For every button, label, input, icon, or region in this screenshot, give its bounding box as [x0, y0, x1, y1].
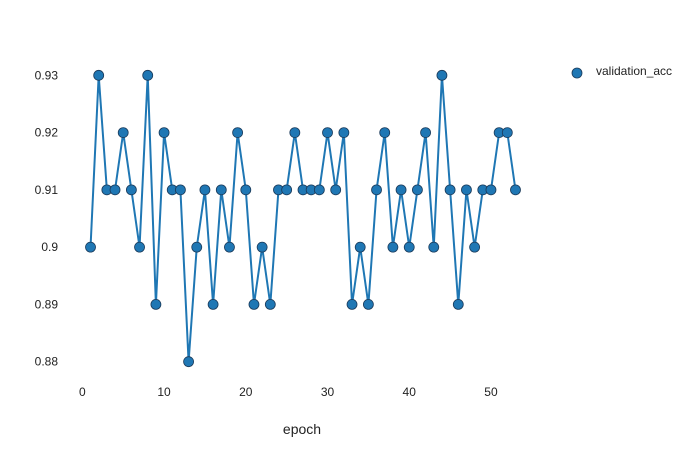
data-point[interactable]: [150, 299, 162, 310]
x-tick-label: 30: [321, 385, 335, 399]
data-point[interactable]: [183, 356, 194, 368]
legend-label-validation-acc: validation_acc: [596, 64, 672, 78]
x-tick-label: 20: [239, 385, 253, 399]
data-point[interactable]: [117, 127, 129, 138]
data-point[interactable]: [461, 184, 472, 196]
series-line-validation-acc: [89, 74, 517, 363]
data-point[interactable]: [322, 127, 333, 138]
x-tick-label: 0: [79, 385, 86, 399]
x-axis-title: epoch: [283, 421, 321, 437]
data-point[interactable]: [485, 184, 497, 196]
data-point[interactable]: [412, 184, 423, 196]
data-point[interactable]: [501, 127, 513, 138]
data-point[interactable]: [330, 184, 342, 196]
plot-area: [85, 69, 521, 368]
x-tick-label: 10: [157, 385, 171, 399]
data-point[interactable]: [354, 241, 366, 253]
data-point[interactable]: [428, 241, 440, 253]
data-point[interactable]: [207, 299, 219, 310]
data-point[interactable]: [240, 184, 252, 196]
y-tick-label: 0.93: [35, 68, 59, 82]
data-point[interactable]: [452, 299, 464, 310]
data-point[interactable]: [215, 184, 227, 196]
data-point[interactable]: [379, 127, 391, 138]
data-point[interactable]: [371, 184, 382, 196]
data-point[interactable]: [338, 127, 350, 138]
data-point[interactable]: [175, 184, 186, 196]
data-point[interactable]: [142, 69, 154, 81]
data-point[interactable]: [289, 127, 301, 138]
data-point[interactable]: [313, 184, 325, 196]
y-tick-label: 0.92: [35, 126, 59, 140]
legend[interactable]: validation_acc: [571, 64, 672, 79]
data-point[interactable]: [109, 184, 121, 196]
data-point[interactable]: [134, 241, 145, 253]
data-point[interactable]: [362, 299, 374, 310]
data-point[interactable]: [125, 184, 137, 196]
data-point[interactable]: [469, 241, 481, 253]
data-point[interactable]: [93, 69, 105, 81]
y-tick-label: 0.91: [35, 183, 59, 197]
legend-marker-validation-acc: [571, 67, 583, 79]
data-point[interactable]: [264, 299, 276, 310]
x-tick-label: 40: [403, 385, 417, 399]
data-point[interactable]: [436, 69, 448, 81]
data-point[interactable]: [510, 184, 521, 196]
x-tick-label: 50: [484, 385, 498, 399]
y-tick-label: 0.9: [41, 240, 58, 254]
data-point[interactable]: [85, 241, 96, 253]
data-point[interactable]: [420, 127, 431, 138]
data-point[interactable]: [248, 299, 260, 310]
data-point[interactable]: [444, 184, 456, 196]
data-point[interactable]: [232, 127, 244, 138]
data-point[interactable]: [395, 184, 407, 196]
data-point[interactable]: [224, 241, 235, 253]
data-point[interactable]: [191, 241, 203, 253]
data-point[interactable]: [387, 241, 399, 253]
y-tick-label: 0.89: [35, 297, 59, 311]
data-point[interactable]: [403, 241, 415, 253]
y-axis-tick-labels: 0.88 0.89 0.9 0.91 0.92 0.93: [35, 68, 59, 368]
x-axis-tick-labels: 0 10 20 30 40 50: [79, 385, 498, 399]
data-point[interactable]: [256, 241, 268, 253]
data-point[interactable]: [158, 127, 170, 138]
y-tick-label: 0.88: [35, 355, 59, 369]
data-point[interactable]: [281, 184, 293, 196]
data-point[interactable]: [346, 299, 358, 310]
data-point[interactable]: [199, 184, 211, 196]
